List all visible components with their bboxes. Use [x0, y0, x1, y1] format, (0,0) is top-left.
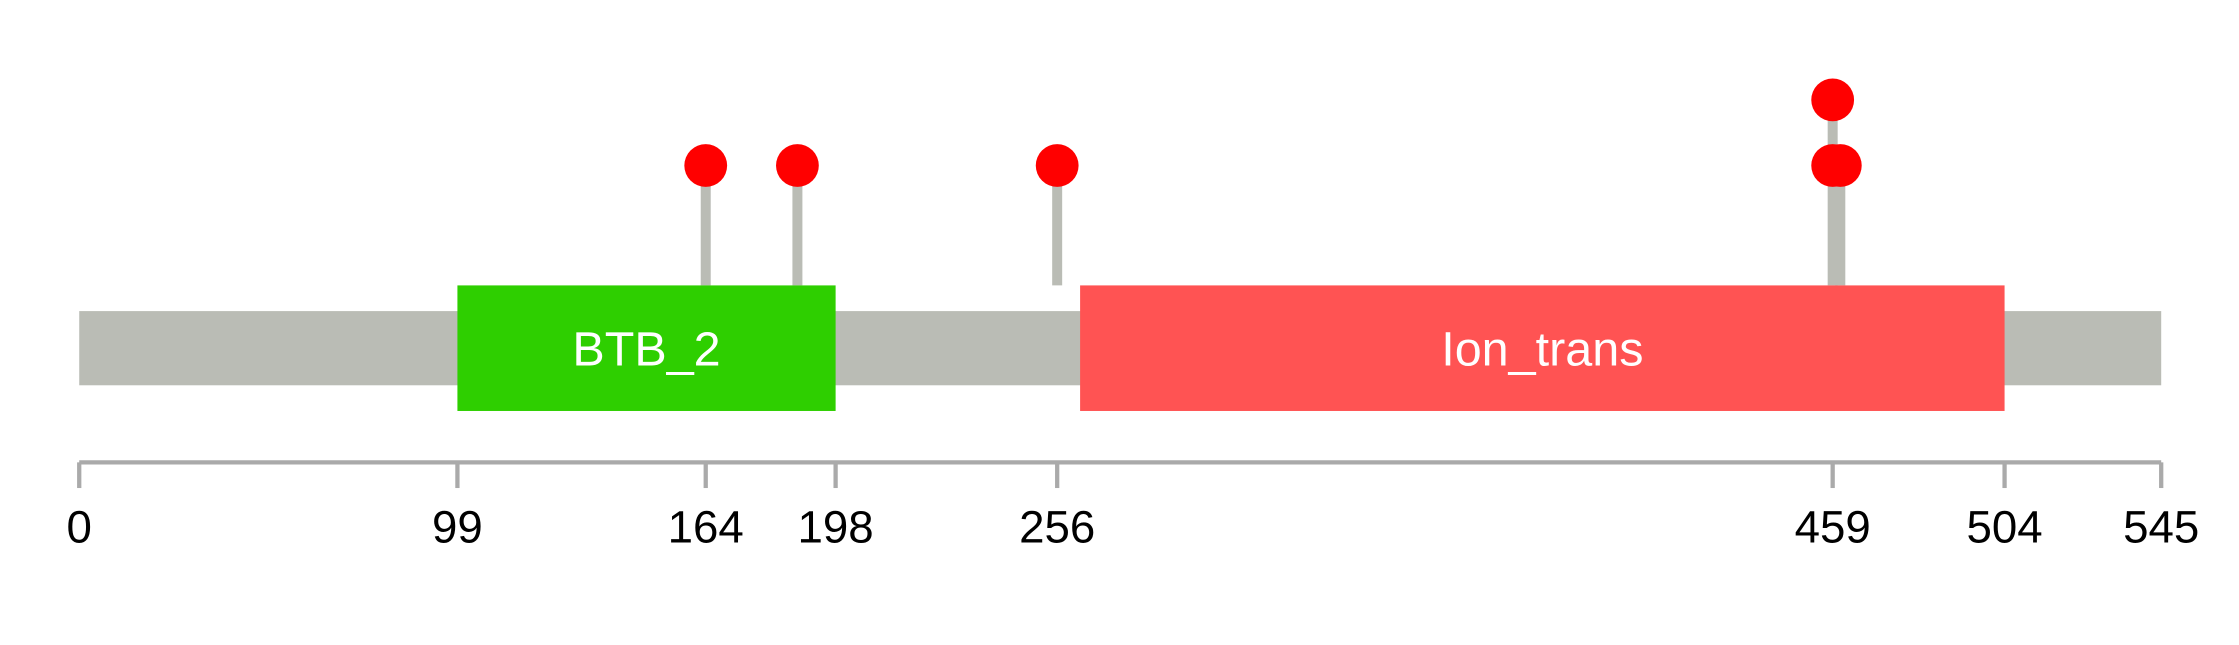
mutation-marker: [1818, 144, 1862, 187]
domain-label: BTB_2: [572, 322, 720, 376]
axis-tick-label: 99: [432, 501, 483, 552]
axis-tick-label: 198: [798, 501, 874, 552]
mutation-marker: [1811, 78, 1855, 122]
axis-tick-label: 504: [1966, 501, 2042, 552]
mutation-marker: [776, 144, 819, 187]
domain-btb_2: [457, 285, 836, 411]
axis-tick-label: 256: [1019, 501, 1095, 552]
domain-ion_trans: [1080, 285, 2005, 411]
domain-label: Ion_trans: [1441, 322, 1643, 376]
mutation-marker: [1035, 144, 1079, 187]
axis-tick-label: 459: [1795, 501, 1871, 552]
mutation-marker: [684, 144, 728, 187]
axis-tick-label: 545: [2123, 501, 2199, 552]
axis-tick-label: 164: [668, 501, 744, 552]
axis-tick-label: 0: [67, 501, 92, 552]
